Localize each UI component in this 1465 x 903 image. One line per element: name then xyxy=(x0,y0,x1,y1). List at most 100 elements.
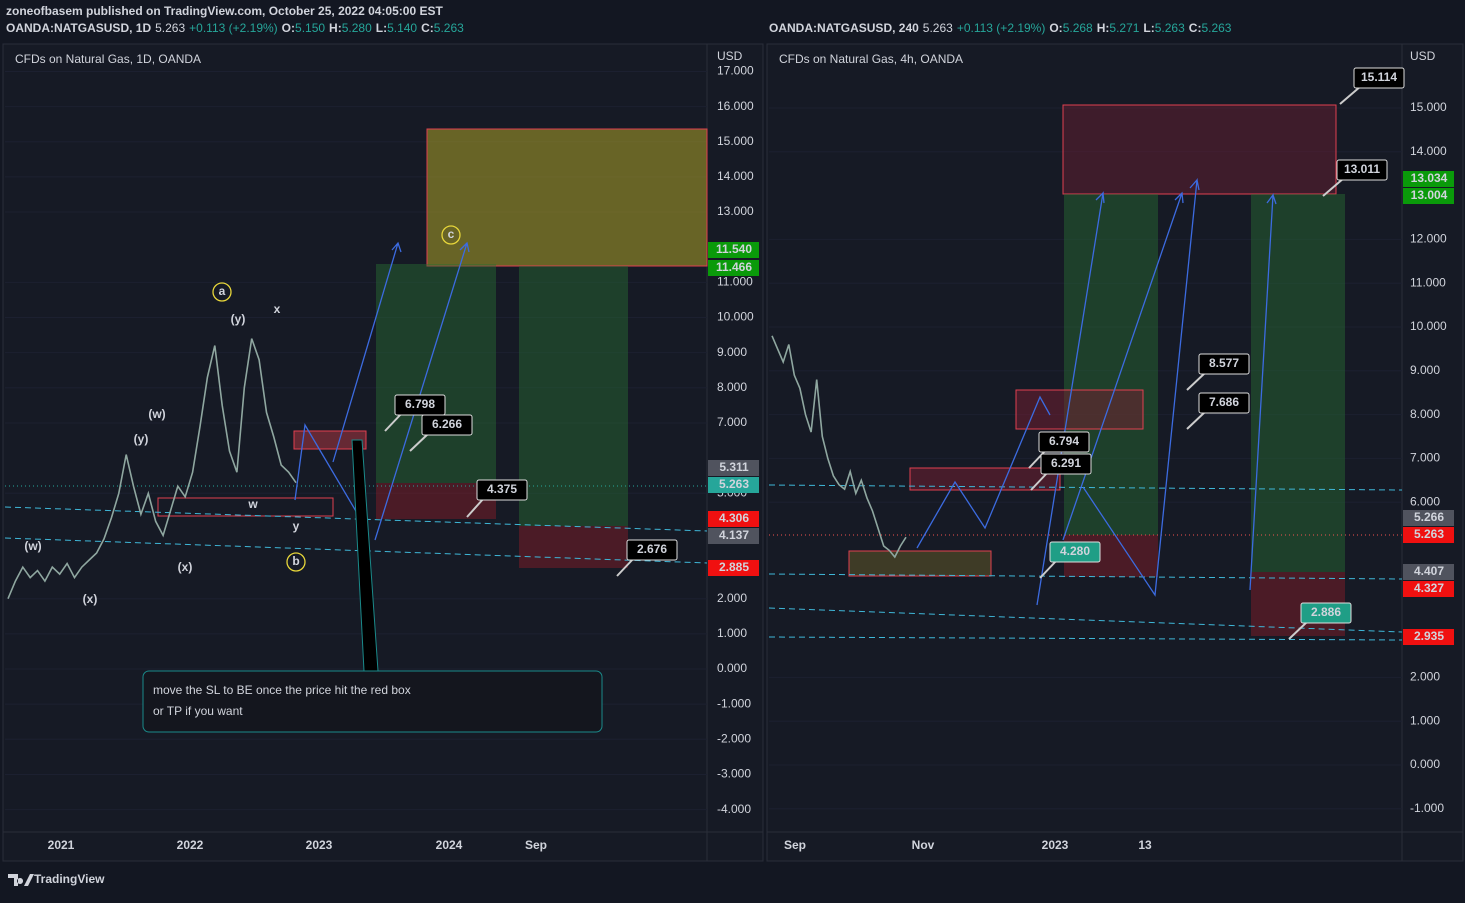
wave-label: (x) xyxy=(178,560,193,574)
y-tick-label: 0.000 xyxy=(717,661,747,675)
path-arrow xyxy=(1036,191,1105,606)
trend-line xyxy=(4,537,708,564)
path-arrow xyxy=(332,241,402,463)
entry-box xyxy=(293,430,367,450)
price-tag xyxy=(1403,188,1454,204)
callout-label: 6.291 xyxy=(1051,456,1081,470)
quote-part: 5.263 xyxy=(155,21,185,35)
y-tick-label: -3.000 xyxy=(717,767,751,781)
drawings-right xyxy=(768,104,1403,641)
price-tag-label: 11.540 xyxy=(716,242,752,256)
target-box xyxy=(426,128,708,267)
y-tick-label: 1.000 xyxy=(1410,713,1440,727)
profit-zone xyxy=(1251,194,1345,572)
callout-box xyxy=(1336,159,1388,181)
callout-leader xyxy=(1288,620,1309,640)
quote-value: 5.140 xyxy=(387,21,417,35)
wave-circle xyxy=(441,225,461,245)
y-tick-label: 7.000 xyxy=(1410,451,1440,465)
callout-box xyxy=(1198,353,1250,375)
wave-label: b xyxy=(292,554,299,568)
y-tick-label: 16.000 xyxy=(717,99,754,113)
y-tick-label: 10.000 xyxy=(1410,319,1447,333)
legend: CFDs on Natural Gas, 1D, OANDA xyxy=(15,52,201,66)
target-box xyxy=(1062,104,1337,195)
loss-zone xyxy=(519,526,628,568)
legend: CFDs on Natural Gas, 4h, OANDA xyxy=(779,52,963,66)
quote-part: +0.113 (+2.19%) xyxy=(189,21,278,35)
path-arrow xyxy=(1249,192,1277,591)
quote-value: 5.263 xyxy=(434,21,464,35)
support-box xyxy=(848,550,992,577)
trend-line xyxy=(768,484,1403,491)
price-tag xyxy=(708,260,759,276)
quote-part: +0.113 (+2.19%) xyxy=(957,21,1046,35)
price-tag-label: 11.466 xyxy=(716,260,752,274)
price-tag xyxy=(1403,527,1454,543)
price-tag xyxy=(708,560,759,576)
price-tag xyxy=(708,477,759,493)
footer-logo: TradingView xyxy=(34,872,105,886)
y-tick-label: 8.000 xyxy=(1410,407,1440,421)
wave-circle xyxy=(286,552,306,572)
price-tag xyxy=(1403,171,1454,187)
currency: USD xyxy=(717,49,743,63)
price-tag-label: 4.306 xyxy=(719,511,749,525)
quote-line: OANDA:NATGASUSD, 240 5.263 +0.113 (+2.19%)… xyxy=(769,21,1232,35)
x-tick-label: Nov xyxy=(912,838,935,852)
quote-line: OANDA:NATGASUSD, 1D 5.263 +0.113 (+2.19%) O… xyxy=(6,21,464,35)
byline: zoneofbasem published on TradingView.com… xyxy=(6,4,443,18)
price-tag xyxy=(708,460,759,476)
callout-leader xyxy=(384,412,403,432)
trend-line xyxy=(768,636,1403,641)
callout-label: 4.280 xyxy=(1060,544,1090,558)
y-tick-label: 10.000 xyxy=(717,310,754,324)
callout-label: 8.577 xyxy=(1209,356,1239,370)
path-arrow xyxy=(1062,191,1184,541)
price-tag xyxy=(708,528,759,544)
y-tick-label: 7.000 xyxy=(717,415,747,429)
callout-label: 13.011 xyxy=(1344,162,1380,176)
wave-label: (w) xyxy=(148,407,165,421)
y-tick-label: 11.000 xyxy=(1410,275,1446,289)
wave-label: x xyxy=(274,302,281,316)
callout-label: 15.114 xyxy=(1361,70,1397,84)
note-text: or TP if you want xyxy=(153,704,243,718)
x-tick-label: 13 xyxy=(1138,838,1152,852)
y-tick-label: 15.000 xyxy=(1410,100,1447,114)
callout-leader xyxy=(1339,85,1362,105)
trend-line xyxy=(768,573,1403,580)
price-tag-label: 2.935 xyxy=(1414,629,1444,643)
callout-label: 4.375 xyxy=(487,482,517,496)
quote-value: 5.263 xyxy=(1201,21,1231,35)
support-box xyxy=(157,497,334,517)
quote-part: L: xyxy=(376,21,387,35)
quote-part: H: xyxy=(1097,21,1110,35)
x-tick-label: 2022 xyxy=(177,838,204,852)
quote-part: 5.263 xyxy=(923,21,953,35)
x-tick-label: 2023 xyxy=(306,838,333,852)
price-tag-label: 13.004 xyxy=(1411,188,1448,202)
price-tag-label: 13.034 xyxy=(1411,171,1448,185)
quote-part: O: xyxy=(282,21,295,35)
quote-part: OANDA:NATGASUSD, 240 xyxy=(769,21,919,35)
wave-circle xyxy=(212,282,232,302)
quote-value: 5.280 xyxy=(342,21,372,35)
price-tag-label: 5.263 xyxy=(1414,527,1444,541)
note-text: move the SL to BE once the price hit the… xyxy=(153,683,411,697)
y-tick-label: 13.000 xyxy=(717,204,754,218)
y-tick-label: 14.000 xyxy=(1410,144,1447,158)
callout-label: 2.676 xyxy=(637,542,667,556)
note-box xyxy=(142,670,603,733)
y-tick-label: 1.000 xyxy=(717,626,747,640)
y-tick-label: 2.000 xyxy=(717,591,747,605)
x-tick-label: 2023 xyxy=(1042,838,1069,852)
y-tick-label: 8.000 xyxy=(717,380,747,394)
callout-label: 2.886 xyxy=(1311,605,1341,619)
price-tag-label: 5.266 xyxy=(1414,510,1444,524)
price-tag xyxy=(708,511,759,527)
y-tick-label: 14.000 xyxy=(717,169,754,183)
quote-value: 5.150 xyxy=(295,21,325,35)
callout-label: 6.266 xyxy=(432,417,462,431)
